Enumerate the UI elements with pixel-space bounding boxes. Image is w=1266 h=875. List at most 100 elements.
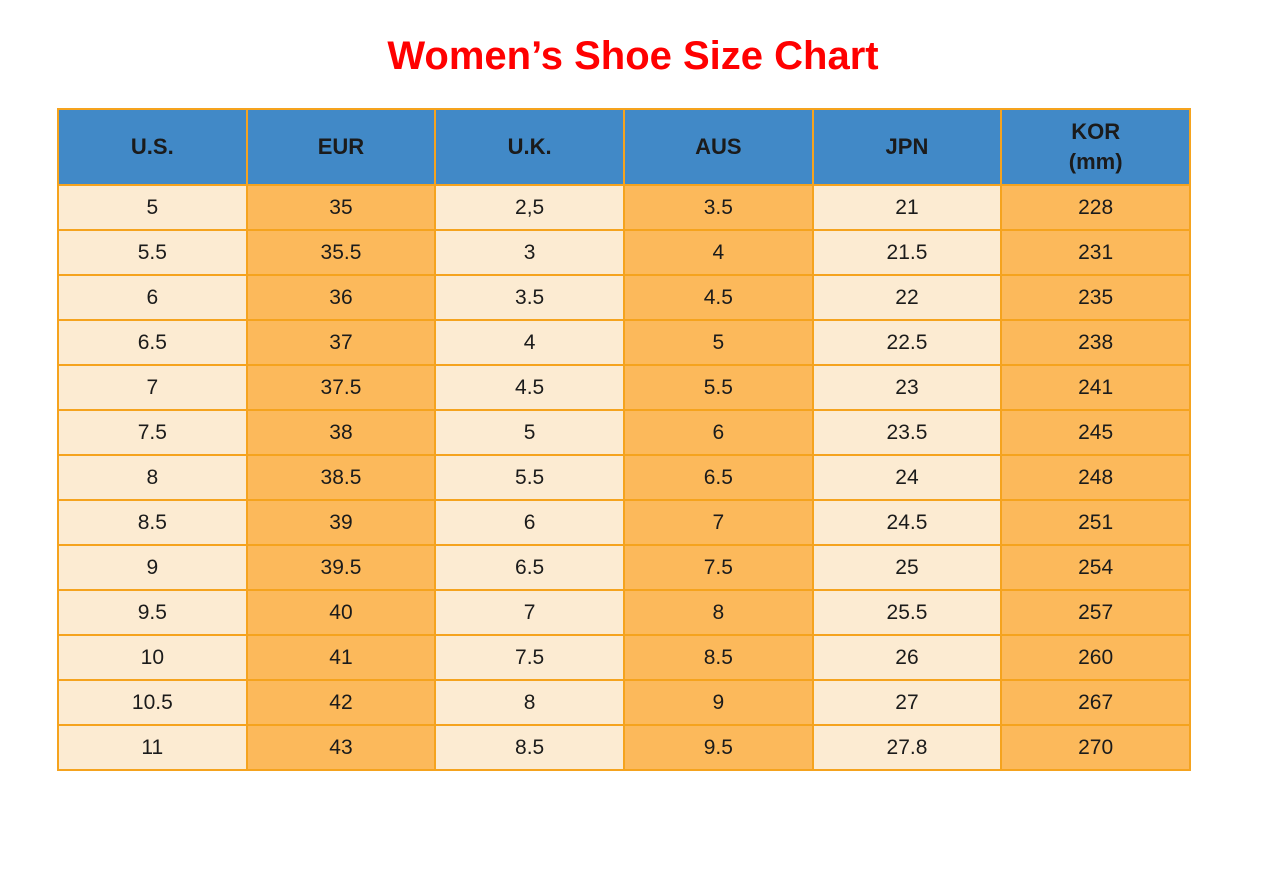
cell-us: 6 xyxy=(57,274,248,321)
table-row: 5 35 2,5 3.5 21 228 xyxy=(57,184,1191,231)
cell-us: 10.5 xyxy=(57,679,248,726)
cell-aus: 5 xyxy=(622,319,814,366)
table-row: 7 37.5 4.5 5.5 23 241 xyxy=(57,364,1191,411)
cell-jpn: 25.5 xyxy=(811,589,1003,636)
cell-us: 9.5 xyxy=(57,589,248,636)
cell-uk: 7 xyxy=(434,589,625,636)
cell-uk: 6 xyxy=(434,499,625,546)
cell-kor: 241 xyxy=(1000,364,1191,411)
cell-kor: 231 xyxy=(1000,229,1191,276)
table-row: 9.5 40 7 8 25.5 257 xyxy=(57,589,1191,636)
cell-eur: 35 xyxy=(245,184,437,231)
cell-aus: 6 xyxy=(622,409,814,456)
cell-uk: 2,5 xyxy=(434,184,625,231)
cell-uk: 6.5 xyxy=(434,544,625,591)
cell-jpn: 24 xyxy=(811,454,1003,501)
cell-eur: 37.5 xyxy=(245,364,437,411)
table-row: 7.5 38 5 6 23.5 245 xyxy=(57,409,1191,456)
cell-us: 8.5 xyxy=(57,499,248,546)
cell-eur: 39.5 xyxy=(245,544,437,591)
cell-kor: 228 xyxy=(1000,184,1191,231)
cell-eur: 40 xyxy=(245,589,437,636)
table-row: 5.5 35.5 3 4 21.5 231 xyxy=(57,229,1191,276)
cell-jpn: 27.8 xyxy=(811,724,1003,771)
cell-uk: 4 xyxy=(434,319,625,366)
column-header-jpn: JPN xyxy=(811,108,1003,186)
cell-aus: 8.5 xyxy=(622,634,814,681)
cell-aus: 6.5 xyxy=(622,454,814,501)
cell-uk: 8.5 xyxy=(434,724,625,771)
cell-eur: 38.5 xyxy=(245,454,437,501)
cell-kor: 235 xyxy=(1000,274,1191,321)
cell-us: 8 xyxy=(57,454,248,501)
cell-kor: 238 xyxy=(1000,319,1191,366)
cell-eur: 42 xyxy=(245,679,437,726)
cell-us: 5.5 xyxy=(57,229,248,276)
cell-uk: 5 xyxy=(434,409,625,456)
cell-eur: 35.5 xyxy=(245,229,437,276)
cell-uk: 3 xyxy=(434,229,625,276)
cell-us: 9 xyxy=(57,544,248,591)
cell-aus: 7.5 xyxy=(622,544,814,591)
cell-kor: 245 xyxy=(1000,409,1191,456)
cell-us: 7 xyxy=(57,364,248,411)
cell-aus: 3.5 xyxy=(622,184,814,231)
cell-aus: 9.5 xyxy=(622,724,814,771)
cell-eur: 38 xyxy=(245,409,437,456)
cell-jpn: 21 xyxy=(811,184,1003,231)
cell-aus: 4 xyxy=(622,229,814,276)
cell-eur: 36 xyxy=(245,274,437,321)
cell-aus: 8 xyxy=(622,589,814,636)
cell-kor: 248 xyxy=(1000,454,1191,501)
cell-kor: 267 xyxy=(1000,679,1191,726)
size-table-header: U.S. EUR U.K. AUS JPN KOR (mm) xyxy=(57,108,1191,186)
cell-jpn: 23 xyxy=(811,364,1003,411)
column-header-uk: U.K. xyxy=(434,108,625,186)
column-header-us: U.S. xyxy=(57,108,248,186)
cell-jpn: 23.5 xyxy=(811,409,1003,456)
cell-kor: 260 xyxy=(1000,634,1191,681)
cell-jpn: 25 xyxy=(811,544,1003,591)
cell-kor: 270 xyxy=(1000,724,1191,771)
cell-uk: 7.5 xyxy=(434,634,625,681)
cell-aus: 7 xyxy=(622,499,814,546)
table-row: 10.5 42 8 9 27 267 xyxy=(57,679,1191,726)
cell-eur: 37 xyxy=(245,319,437,366)
cell-aus: 9 xyxy=(622,679,814,726)
cell-aus: 5.5 xyxy=(622,364,814,411)
cell-jpn: 27 xyxy=(811,679,1003,726)
table-row: 8.5 39 6 7 24.5 251 xyxy=(57,499,1191,546)
cell-us: 11 xyxy=(57,724,248,771)
cell-kor: 254 xyxy=(1000,544,1191,591)
cell-uk: 4.5 xyxy=(434,364,625,411)
table-row: 10 41 7.5 8.5 26 260 xyxy=(57,634,1191,681)
cell-jpn: 26 xyxy=(811,634,1003,681)
table-row: 6.5 37 4 5 22.5 238 xyxy=(57,319,1191,366)
cell-eur: 43 xyxy=(245,724,437,771)
size-table-body: 5 35 2,5 3.5 21 228 5.5 35.5 3 4 21.5 231 6 36 3.5 4.5 2… xyxy=(57,184,1191,771)
cell-jpn: 21.5 xyxy=(811,229,1003,276)
table-row: 9 39.5 6.5 7.5 25 254 xyxy=(57,544,1191,591)
header-row: U.S. EUR U.K. AUS JPN KOR (mm) xyxy=(57,108,1191,186)
column-header-kor: KOR (mm) xyxy=(1000,108,1191,186)
cell-kor: 251 xyxy=(1000,499,1191,546)
cell-uk: 5.5 xyxy=(434,454,625,501)
table-row: 6 36 3.5 4.5 22 235 xyxy=(57,274,1191,321)
cell-uk: 3.5 xyxy=(434,274,625,321)
table-row: 8 38.5 5.5 6.5 24 248 xyxy=(57,454,1191,501)
size-chart-table: U.S. EUR U.K. AUS JPN KOR (mm) 5 35 2,5 3.5… xyxy=(57,108,1191,771)
page-title: Women’s Shoe Size Chart xyxy=(387,34,879,78)
cell-jpn: 22.5 xyxy=(811,319,1003,366)
cell-us: 5 xyxy=(57,184,248,231)
cell-eur: 39 xyxy=(245,499,437,546)
cell-us: 7.5 xyxy=(57,409,248,456)
table-row: 11 43 8.5 9.5 27.8 270 xyxy=(57,724,1191,771)
cell-us: 6.5 xyxy=(57,319,248,366)
cell-jpn: 24.5 xyxy=(811,499,1003,546)
cell-eur: 41 xyxy=(245,634,437,681)
cell-uk: 8 xyxy=(434,679,625,726)
column-header-eur: EUR xyxy=(245,108,437,186)
cell-aus: 4.5 xyxy=(622,274,814,321)
column-header-aus: AUS xyxy=(622,108,814,186)
cell-kor: 257 xyxy=(1000,589,1191,636)
